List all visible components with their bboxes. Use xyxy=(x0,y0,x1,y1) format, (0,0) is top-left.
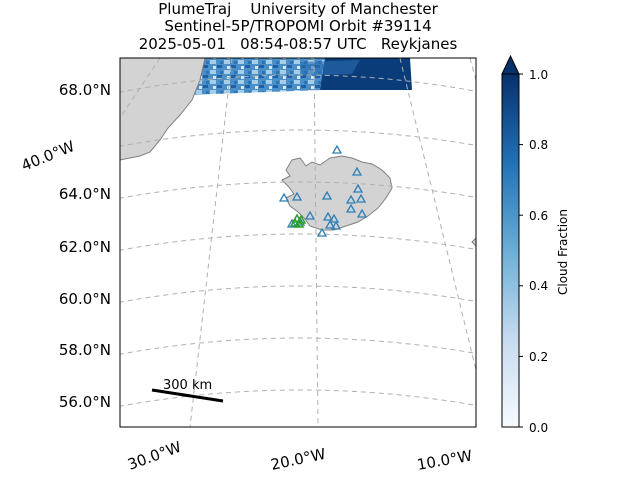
colorbar-tick-label: 1.0 xyxy=(529,68,548,82)
side-lon-label: 40.0°W xyxy=(19,137,78,175)
volcano-marker xyxy=(286,218,298,228)
colorbar-gradient xyxy=(501,73,520,428)
lat-label: 68.0°N xyxy=(59,81,111,99)
lon-labels: 30.0°W 20.0°W 10.0°W xyxy=(125,438,474,474)
colorbar: 0.0 0.2 0.4 0.6 0.8 1.0 Cloud Fraction xyxy=(501,54,570,435)
lon-label: 20.0°W xyxy=(269,445,327,474)
lat-label: 58.0°N xyxy=(59,341,111,359)
lat-label: 56.0°N xyxy=(59,393,111,411)
colorbar-ticks xyxy=(519,73,523,428)
lat-label: 62.0°N xyxy=(59,238,111,256)
volcano-marker xyxy=(304,210,316,220)
volcano-marker xyxy=(351,166,363,176)
volcano-marker xyxy=(291,191,303,201)
title-line-3: 2025-05-01 08:54-08:57 UTC Reykjanes xyxy=(138,35,458,53)
colorbar-tick-label: 0.6 xyxy=(529,209,548,223)
vent-marker xyxy=(293,218,305,228)
colorbar-tick-label: 0.0 xyxy=(529,421,548,435)
volcano-marker xyxy=(331,144,343,154)
volcano-marker xyxy=(330,220,342,230)
vent-markers xyxy=(289,213,307,228)
colorbar-extend-arrow xyxy=(501,54,520,75)
volcano-marker xyxy=(324,219,336,229)
title-line-1: PlumeTraj University of Manchester xyxy=(158,0,438,18)
lat-label: 60.0°N xyxy=(59,290,111,308)
scale-bar xyxy=(151,388,224,403)
lat-label: 64.0°N xyxy=(59,185,111,203)
volcano-marker xyxy=(321,190,333,200)
lon-label: 10.0°W xyxy=(416,447,474,474)
volcano-marker xyxy=(356,208,368,218)
volcano-marker xyxy=(355,193,367,203)
cloud-swath-patch xyxy=(300,60,360,76)
cloud-swath-west xyxy=(178,58,325,95)
volcano-marker xyxy=(316,227,328,237)
colorbar-label: Cloud Fraction xyxy=(556,209,570,295)
volcano-marker xyxy=(352,183,364,193)
volcano-marker xyxy=(322,211,334,221)
greenland-landmass xyxy=(120,58,206,161)
volcano-markers xyxy=(278,144,368,237)
lon-label: 30.0°W xyxy=(125,438,184,474)
colorbar-tick-labels: 0.0 0.2 0.4 0.6 0.8 1.0 xyxy=(529,68,548,435)
title-line-2: Sentinel-5P/TROPOMI Orbit #39114 xyxy=(164,17,432,35)
lat-labels: 68.0°N 64.0°N 62.0°N 60.0°N 58.0°N 56.0°… xyxy=(59,81,111,411)
norway-coast xyxy=(471,237,476,247)
graticule-meridians xyxy=(120,58,476,427)
volcano-marker xyxy=(345,194,357,204)
graticule-parallels xyxy=(120,74,476,407)
colorbar-tick-label: 0.4 xyxy=(529,279,548,293)
volcano-marker xyxy=(278,192,290,202)
map-frame xyxy=(119,57,477,428)
scale-bar-label: 300 km xyxy=(163,378,212,393)
volcano-marker xyxy=(328,213,340,223)
colorbar-tick-label: 0.2 xyxy=(529,350,548,364)
volcano-marker xyxy=(345,203,357,213)
colorbar-tick-label: 0.8 xyxy=(529,138,548,152)
iceland-landmass xyxy=(281,155,393,231)
